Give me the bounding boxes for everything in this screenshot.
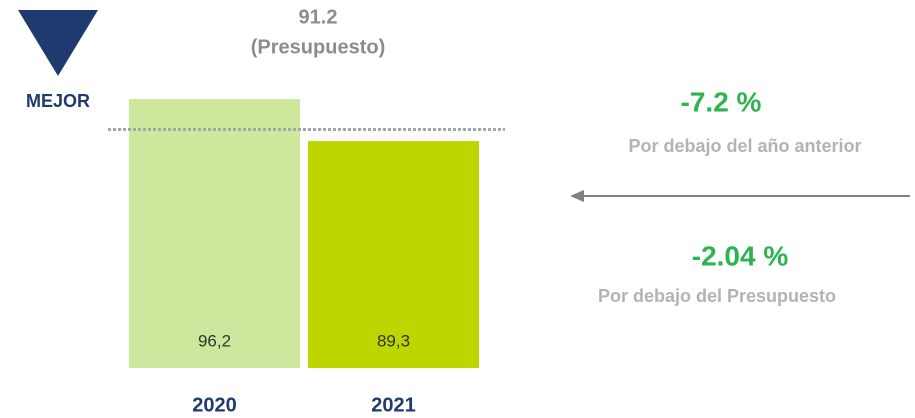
annotation: Por debajo del Presupuesto bbox=[598, 286, 836, 306]
better-indicator bbox=[18, 10, 98, 76]
budget-value: 91.2 bbox=[299, 6, 338, 28]
bar bbox=[308, 141, 479, 368]
budget-label: (Presupuesto) bbox=[251, 36, 385, 58]
arrow-head bbox=[570, 190, 584, 202]
annotation: -2.04 % bbox=[692, 240, 789, 271]
annotation: -7.2 % bbox=[681, 86, 762, 117]
value-label: 96,2 bbox=[198, 331, 231, 350]
category-label: 2020 bbox=[192, 394, 237, 416]
category-label: 2021 bbox=[371, 394, 416, 416]
bar bbox=[129, 99, 300, 368]
annotation: MEJOR bbox=[26, 91, 90, 111]
annotation: Por debajo del año anterior bbox=[628, 136, 861, 156]
value-label: 89,3 bbox=[377, 331, 410, 350]
